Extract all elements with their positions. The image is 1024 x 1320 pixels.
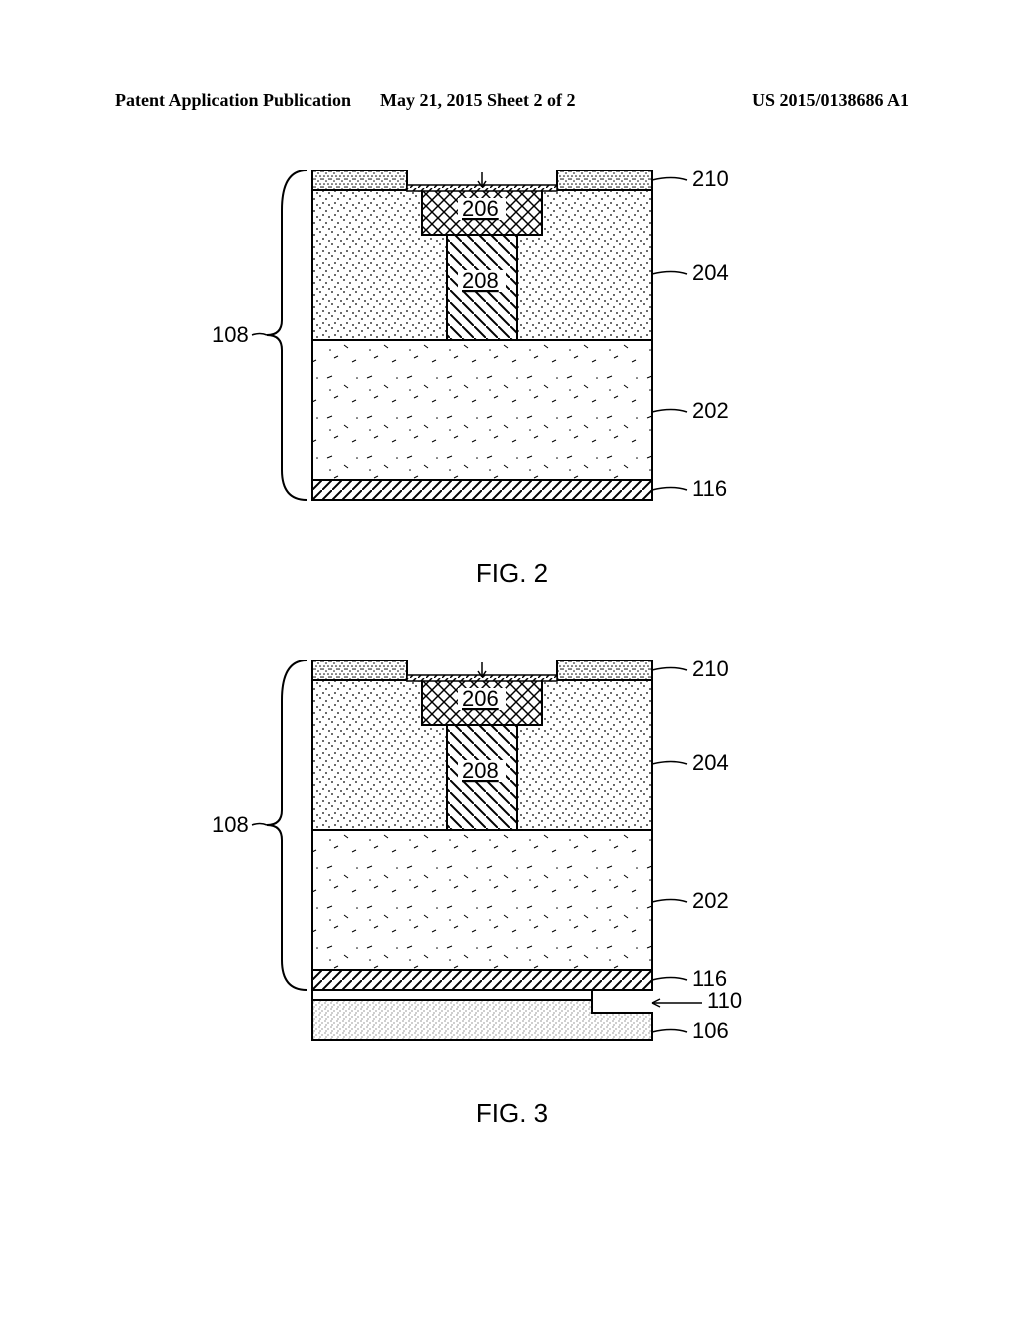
label-202: 202 xyxy=(692,398,729,423)
layer-116-f3 xyxy=(312,970,652,990)
label-208: 208 xyxy=(462,268,499,293)
label-208-f3: 208 xyxy=(462,758,499,783)
header-publication: Patent Application Publication xyxy=(115,90,351,111)
label-202-f3: 202 xyxy=(692,888,729,913)
label-212-f3: 212 xyxy=(462,660,499,665)
label-108-f3: 108 xyxy=(212,812,249,837)
label-108: 108 xyxy=(212,322,249,347)
layer-210-left-f3 xyxy=(312,660,407,680)
figure-3-svg: 108 210 204 202 116 110 106 212 206 208 xyxy=(162,660,862,1090)
layer-106 xyxy=(312,1000,652,1040)
label-116: 116 xyxy=(692,476,727,501)
layer-202-f3 xyxy=(312,830,652,970)
figure-2-container: 108 210 204 202 116 212 206 208 FIG. 2 xyxy=(0,170,1024,589)
bracket-108-f3 xyxy=(267,660,307,990)
figure-3-caption: FIG. 3 xyxy=(0,1098,1024,1129)
header-pub-number: US 2015/0138686 A1 xyxy=(752,90,909,111)
label-110-f3: 110 xyxy=(707,988,742,1013)
label-206: 206 xyxy=(462,196,499,221)
page-header: Patent Application Publication May 21, 2… xyxy=(0,90,1024,120)
label-204: 204 xyxy=(692,260,729,285)
layer-110 xyxy=(312,990,592,1000)
figure-3-container: 108 210 204 202 116 110 106 212 206 208 … xyxy=(0,660,1024,1129)
figure-2-svg: 108 210 204 202 116 212 206 208 xyxy=(162,170,862,550)
layer-210-right-f3 xyxy=(557,660,652,680)
label-206-f3: 206 xyxy=(462,686,499,711)
label-106-f3: 106 xyxy=(692,1018,729,1043)
label-204-f3: 204 xyxy=(692,750,729,775)
label-210-f3: 210 xyxy=(692,660,729,681)
layer-202 xyxy=(312,340,652,480)
layer-116 xyxy=(312,480,652,500)
layer-210-left xyxy=(312,170,407,190)
bracket-108 xyxy=(267,170,307,500)
figure-2-caption: FIG. 2 xyxy=(0,558,1024,589)
label-210: 210 xyxy=(692,170,729,191)
header-date-sheet: May 21, 2015 Sheet 2 of 2 xyxy=(380,90,575,111)
layer-210-right xyxy=(557,170,652,190)
label-212: 212 xyxy=(462,170,499,175)
